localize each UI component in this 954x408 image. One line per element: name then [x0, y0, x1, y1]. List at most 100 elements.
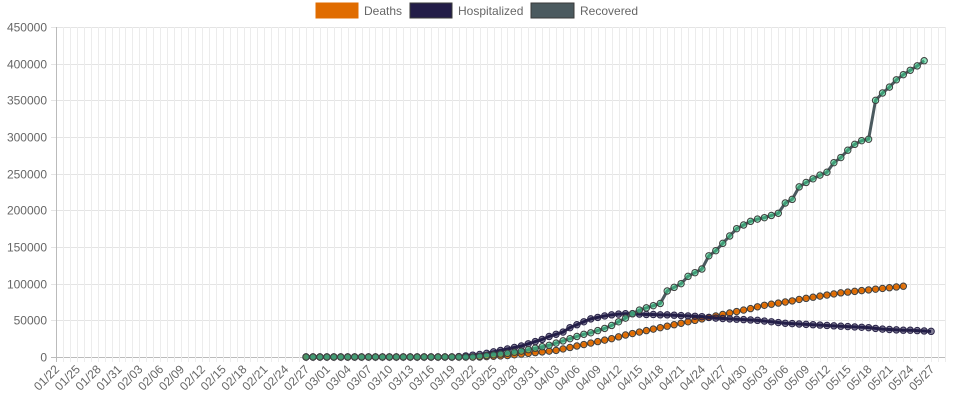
recovered-point[interactable]	[760, 213, 769, 222]
recovered-point[interactable]	[885, 83, 894, 91]
recovered-point[interactable]	[691, 268, 699, 277]
deaths-point[interactable]	[809, 293, 817, 301]
recovered-point[interactable]	[892, 76, 901, 84]
recovered-point[interactable]	[712, 246, 720, 255]
hospitalized-point[interactable]	[677, 311, 685, 320]
hospitalized-point[interactable]	[566, 323, 574, 332]
hospitalized-point[interactable]	[920, 327, 928, 335]
recovered-point[interactable]	[670, 283, 678, 292]
deaths-point[interactable]	[871, 285, 880, 293]
deaths-point[interactable]	[573, 342, 581, 350]
recovered-point[interactable]	[469, 353, 477, 361]
deaths-point[interactable]	[649, 325, 657, 333]
deaths-point[interactable]	[594, 337, 602, 346]
hospitalized-point[interactable]	[587, 315, 595, 323]
deaths-point[interactable]	[739, 306, 748, 314]
recovered-point[interactable]	[857, 136, 866, 145]
recovered-point[interactable]	[316, 353, 324, 361]
recovered-point[interactable]	[475, 352, 484, 360]
recovered-point[interactable]	[503, 349, 512, 358]
recovered-point[interactable]	[677, 279, 685, 288]
deaths-point[interactable]	[566, 343, 574, 352]
recovered-point[interactable]	[580, 330, 588, 338]
recovered-point[interactable]	[406, 353, 414, 361]
recovered-point[interactable]	[802, 178, 810, 187]
recovered-point[interactable]	[746, 217, 755, 226]
recovered-point[interactable]	[434, 353, 442, 361]
deaths-point[interactable]	[746, 304, 755, 313]
recovered-point[interactable]	[482, 351, 491, 360]
hospitalized-point[interactable]	[573, 321, 581, 329]
deaths-point[interactable]	[795, 295, 803, 304]
hospitalized-point[interactable]	[767, 318, 776, 326]
hospitalized-point[interactable]	[580, 318, 588, 326]
recovered-point[interactable]	[684, 272, 692, 281]
recovered-point[interactable]	[739, 221, 748, 229]
hospitalized-point[interactable]	[746, 316, 755, 324]
recovered-point[interactable]	[726, 232, 734, 240]
recovered-point[interactable]	[788, 195, 796, 204]
recovered-point[interactable]	[830, 158, 838, 167]
recovered-point[interactable]	[767, 211, 776, 220]
recovered-point[interactable]	[851, 140, 859, 149]
recovered-point[interactable]	[809, 175, 817, 183]
hospitalized-point[interactable]	[726, 315, 734, 323]
hospitalized-point[interactable]	[607, 311, 616, 319]
hospitalized-point[interactable]	[892, 326, 901, 334]
recovered-point[interactable]	[844, 146, 852, 154]
recovered-point[interactable]	[399, 353, 407, 361]
hospitalized-point[interactable]	[913, 326, 921, 335]
deaths-point[interactable]	[607, 334, 616, 343]
recovered-point[interactable]	[510, 348, 519, 356]
hospitalized-point[interactable]	[531, 337, 539, 346]
hospitalized-point[interactable]	[774, 318, 783, 327]
deaths-point[interactable]	[878, 284, 887, 293]
hospitalized-point[interactable]	[753, 316, 762, 325]
hospitalized-point[interactable]	[656, 311, 664, 319]
recovered-point[interactable]	[774, 209, 783, 217]
hospitalized-point[interactable]	[732, 315, 741, 323]
deaths-point[interactable]	[656, 323, 664, 332]
deaths-point[interactable]	[802, 294, 810, 303]
deaths-point[interactable]	[774, 299, 783, 307]
hospitalized-point[interactable]	[684, 312, 692, 320]
legend-item-recovered[interactable]: Recovered	[530, 2, 638, 19]
deaths-point[interactable]	[816, 292, 824, 300]
deaths-point[interactable]	[559, 345, 567, 353]
recovered-point[interactable]	[302, 353, 310, 361]
deaths-point[interactable]	[857, 286, 866, 295]
recovered-point[interactable]	[823, 168, 831, 176]
recovered-point[interactable]	[920, 57, 928, 65]
hospitalized-point[interactable]	[663, 311, 671, 319]
deaths-point[interactable]	[781, 298, 789, 306]
recovered-point[interactable]	[545, 341, 553, 349]
recovered-point[interactable]	[357, 353, 366, 361]
deaths-point[interactable]	[628, 329, 637, 338]
recovered-point[interactable]	[607, 321, 616, 330]
hospitalized-point[interactable]	[851, 323, 859, 331]
recovered-point[interactable]	[663, 287, 671, 295]
deaths-point[interactable]	[844, 288, 852, 296]
deaths-point[interactable]	[621, 331, 630, 339]
recovered-point[interactable]	[614, 318, 623, 326]
recovered-point[interactable]	[489, 351, 498, 359]
hospitalized-point[interactable]	[649, 310, 657, 319]
recovered-point[interactable]	[635, 306, 644, 314]
hospitalized-point[interactable]	[809, 321, 817, 329]
recovered-point[interactable]	[837, 153, 845, 162]
recovered-point[interactable]	[420, 353, 428, 361]
recovered-point[interactable]	[496, 350, 505, 358]
recovered-point[interactable]	[385, 353, 394, 361]
recovered-point[interactable]	[864, 135, 873, 143]
recovered-point[interactable]	[350, 353, 359, 361]
recovered-point[interactable]	[330, 353, 338, 361]
deaths-point[interactable]	[614, 333, 623, 341]
recovered-point[interactable]	[781, 199, 789, 207]
recovered-point[interactable]	[455, 353, 463, 361]
recovered-point[interactable]	[559, 337, 567, 345]
hospitalized-point[interactable]	[878, 325, 887, 333]
legend-item-deaths[interactable]: Deaths	[315, 2, 402, 19]
recovered-point[interactable]	[600, 324, 609, 333]
deaths-point[interactable]	[600, 336, 609, 344]
hospitalized-point[interactable]	[857, 323, 866, 331]
